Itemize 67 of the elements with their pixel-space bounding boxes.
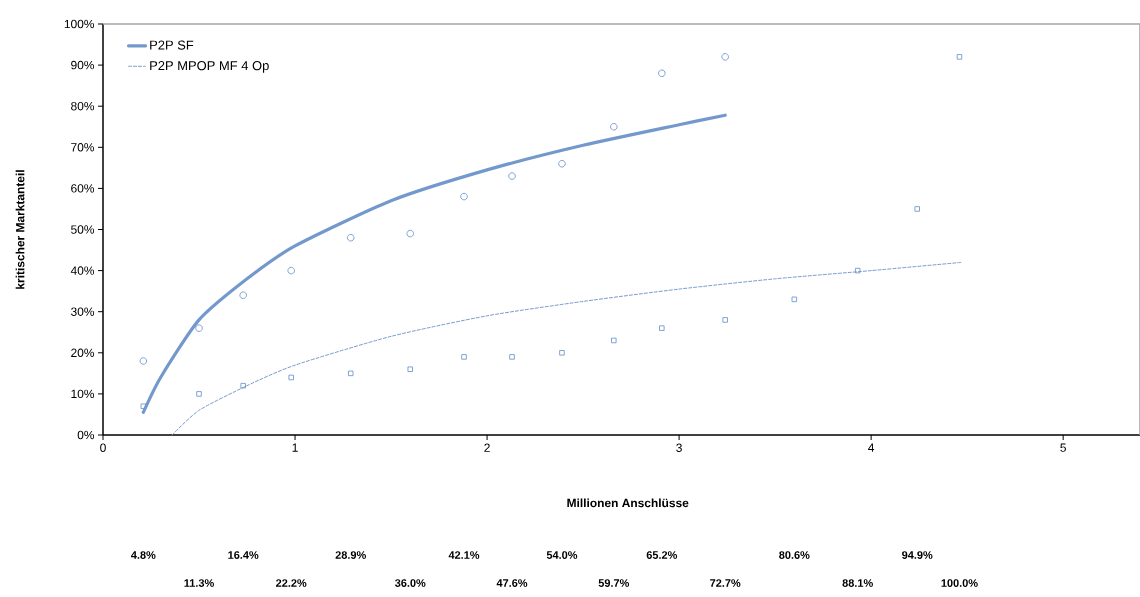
point [610,123,618,131]
point [460,192,468,201]
point [196,391,202,397]
text: 11.3% [184,579,214,587]
point [406,229,414,238]
point [288,374,294,381]
point [956,54,963,60]
point [407,366,413,372]
text: 28.9% [335,551,366,559]
y-tick-label: 60% [71,184,95,193]
point [346,233,355,242]
text: 36.0% [394,579,426,587]
point [287,266,295,275]
text: 42.1% [448,551,480,559]
text: 88.1% [842,579,873,587]
point [791,296,798,303]
point [508,172,516,180]
legend-label: P2P MPOP MF 4 Op [150,61,269,73]
text: 54.0% [546,551,578,559]
y-axis-title: kritischer Marktanteil [15,170,25,289]
text: 47.6% [496,579,528,587]
text: 100.0% [941,579,978,587]
x-tick-label: 1 [292,443,298,452]
legend-label: P2P SF [150,40,194,50]
point [195,324,203,332]
text: 4.8% [131,551,156,559]
point [611,337,617,344]
point [659,325,665,331]
text: 16.4% [228,551,259,559]
point [347,370,354,377]
point [914,206,920,212]
line-series [171,261,962,436]
text: 65.2% [646,551,678,559]
y-tick-label: 0% [77,430,95,440]
text: 59.7% [598,579,630,587]
x-axis-title: Millionen Anschlüsse [567,498,689,508]
point [658,69,666,78]
y-tick-label: 100% [64,19,95,29]
point [239,291,247,300]
point [461,354,467,360]
text: 94.9% [902,551,933,559]
y-tick-label: 70% [71,143,95,152]
x-tick-label: 3 [676,443,682,452]
y-tick-label: 90% [71,60,95,70]
text: 72.7% [710,579,741,587]
point [558,159,566,168]
y-tick-label: 30% [71,307,95,316]
y-tick-label: 40% [70,266,95,275]
point [140,403,147,409]
point [722,317,728,323]
point [721,53,729,61]
text: 22.2% [276,579,307,587]
point [509,354,515,360]
x-tick-label: 4 [868,443,875,452]
line-series [141,113,727,414]
x-tick-label: 0 [100,443,106,452]
point [139,357,148,365]
x-tick-label: 5 [1060,443,1066,452]
text: 80.6% [779,551,810,559]
y-tick-label: 50% [71,225,95,234]
point [854,267,861,274]
point [240,382,246,389]
y-tick-label: 20% [71,348,95,358]
x-tick-label: 2 [484,443,490,452]
point [559,350,565,356]
y-tick-label: 10% [71,389,95,399]
y-tick-label: 80% [71,101,95,111]
